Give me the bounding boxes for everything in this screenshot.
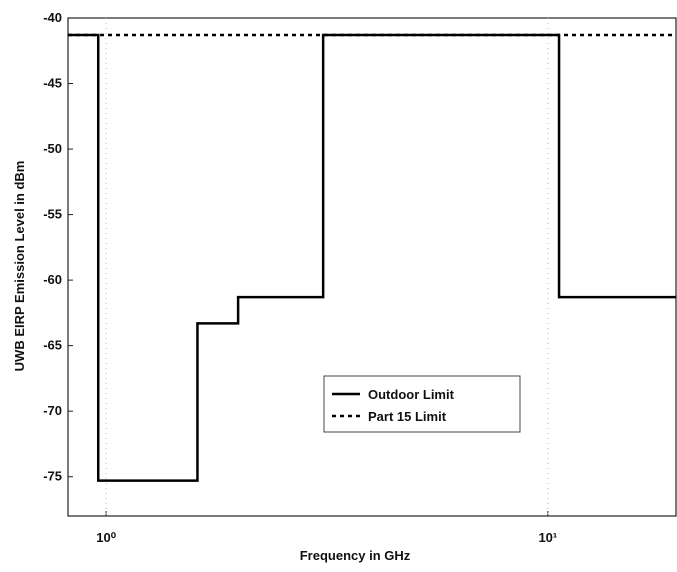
y-tick-label: -40 <box>43 10 62 25</box>
y-tick-label: -50 <box>43 141 62 156</box>
plot-frame <box>67 17 677 517</box>
x-tick-label: 10¹ <box>538 530 557 545</box>
y-tick-label: -65 <box>43 338 62 353</box>
x-axis-label: Frequency in GHz <box>300 548 411 563</box>
y-tick-label: -60 <box>43 272 62 287</box>
y-tick-label: -55 <box>43 207 62 222</box>
y-axis-label: UWB EIRP Emission Level in dBm <box>12 161 27 372</box>
y-tick-label: -45 <box>43 76 62 91</box>
x-tick-label: 10⁰ <box>96 530 116 545</box>
legend-box <box>323 375 521 433</box>
y-tick-label: -75 <box>43 469 62 484</box>
legend-label: Part 15 Limit <box>368 409 447 424</box>
series-line <box>68 33 676 482</box>
legend-label: Outdoor Limit <box>368 387 455 402</box>
y-tick-label: -70 <box>43 403 62 418</box>
